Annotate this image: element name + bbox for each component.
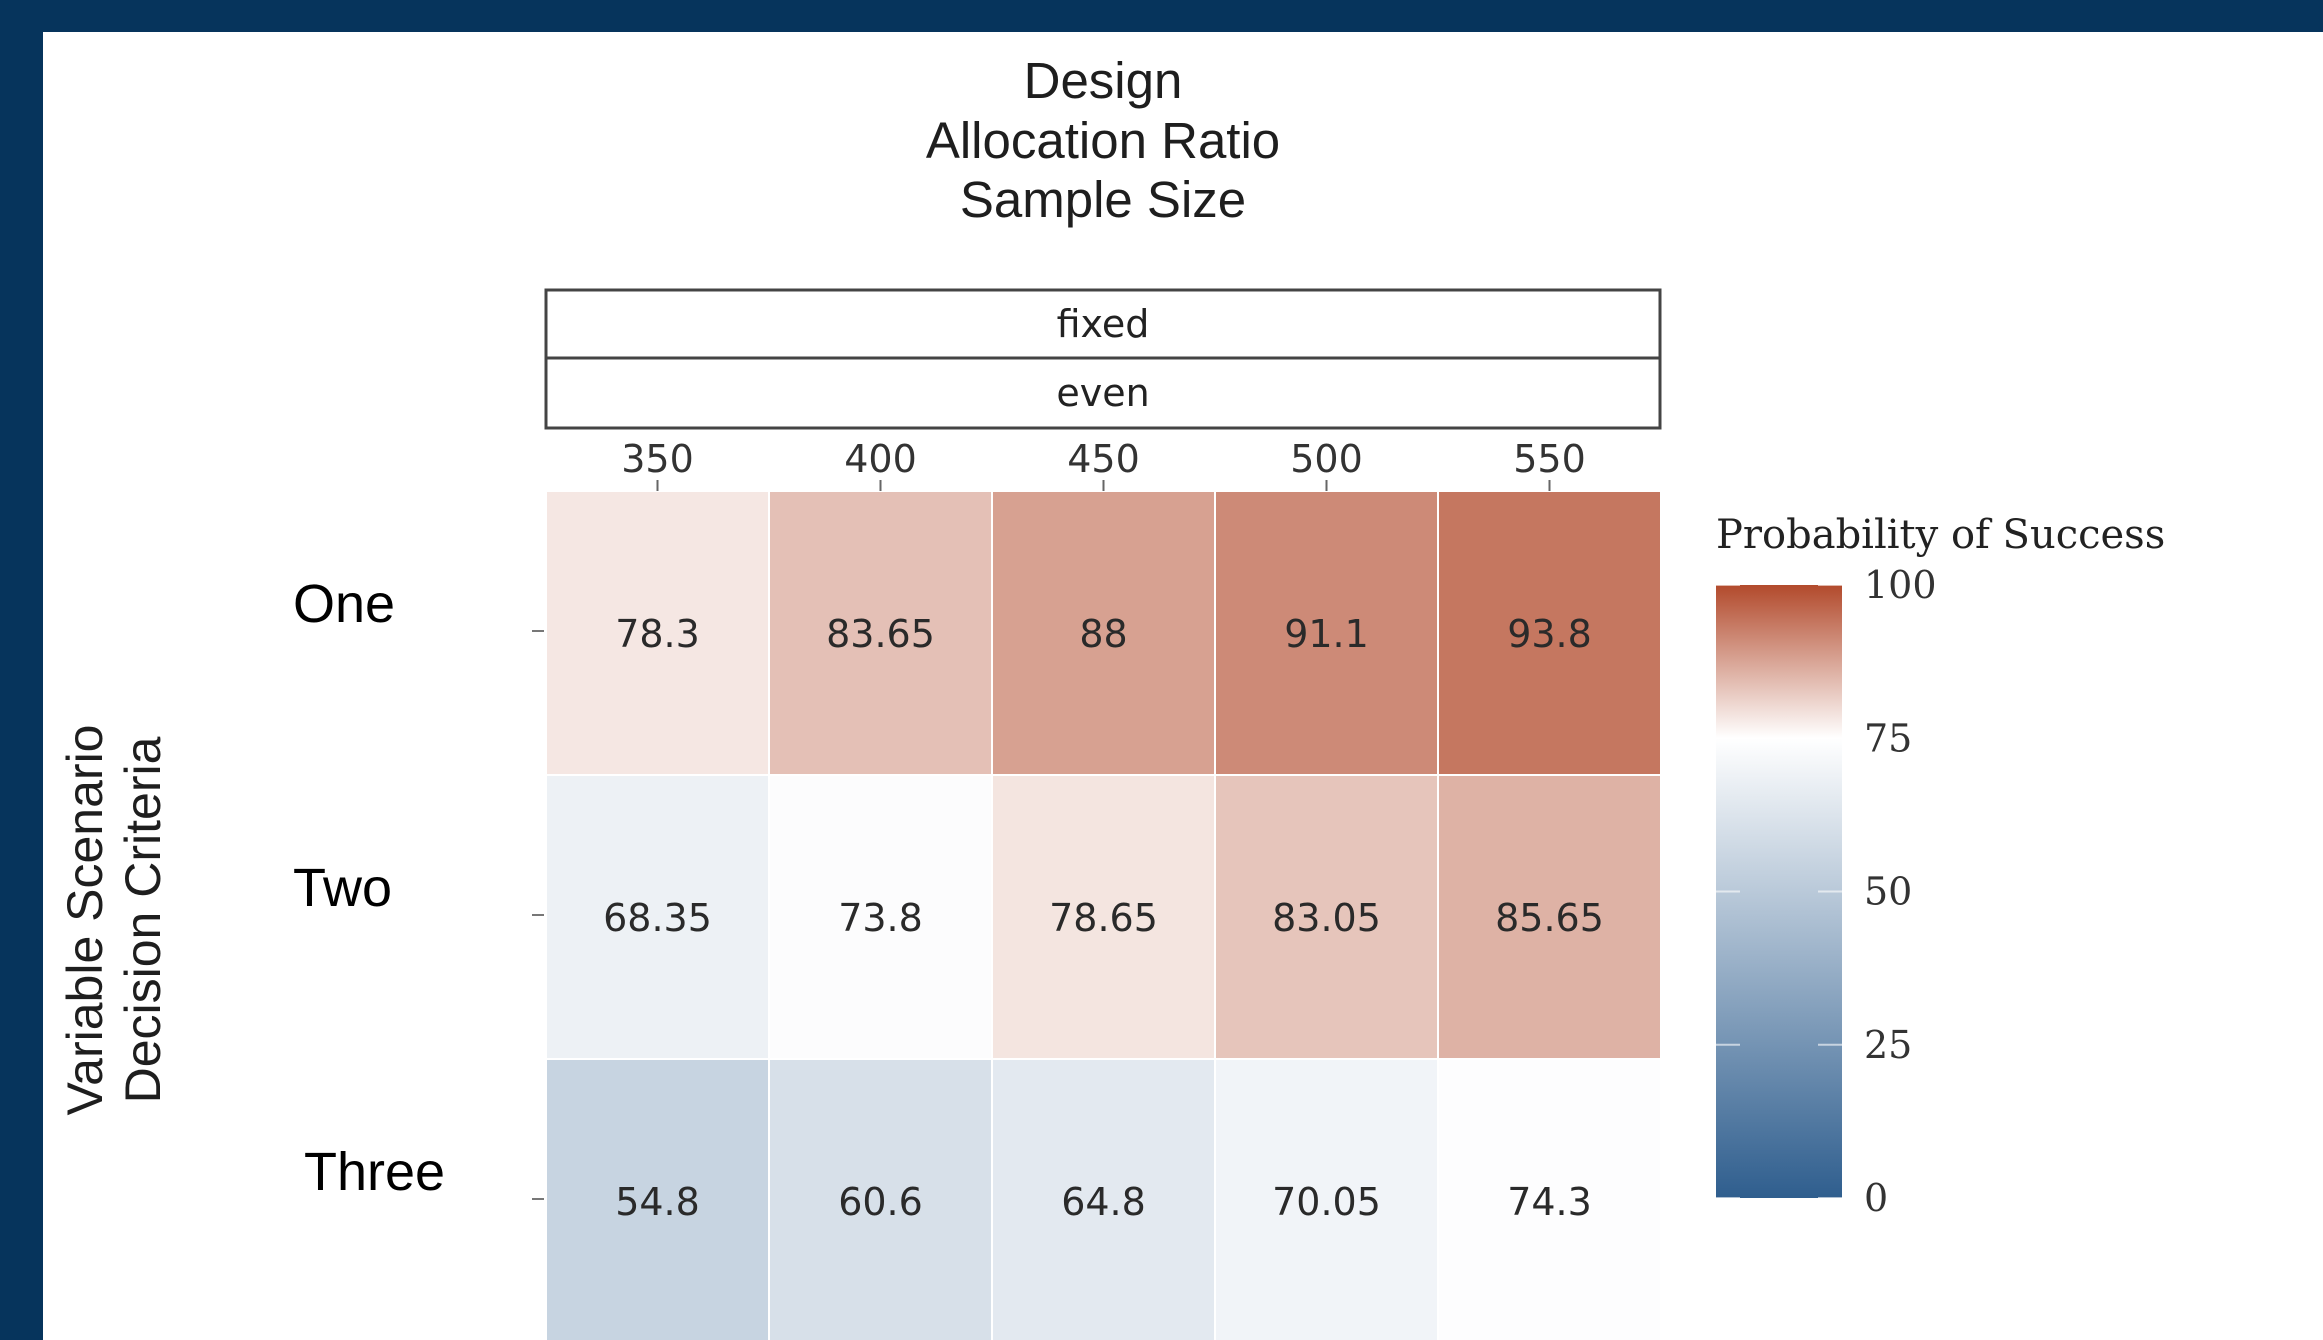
heatmap-cell <box>1439 776 1660 1058</box>
facet-strip-fixed: fixed <box>544 288 1662 360</box>
heatmap-cell <box>547 1060 768 1340</box>
y-tick-label: Two <box>293 858 392 918</box>
heatmap-cell <box>547 776 768 1058</box>
x-tick-label: 350 <box>621 437 694 481</box>
cell-value-label: 83.65 <box>826 612 935 656</box>
strip-label-fixed: fixed <box>1057 302 1150 346</box>
legend-ticks: 100 75 50 25 0 <box>1716 563 1937 1220</box>
heatmap-cell <box>770 776 991 1058</box>
cell-value-label: 78.65 <box>1049 896 1158 940</box>
heatmap-cell <box>1216 492 1437 774</box>
cell-value-label: 88 <box>1079 612 1127 656</box>
heatmap-cell <box>1216 1060 1437 1340</box>
chart-title: Design Allocation Ratio Sample Size <box>926 52 1280 228</box>
legend-tick-label: 25 <box>1864 1023 1912 1067</box>
x-tick-label: 500 <box>1290 437 1363 481</box>
y-tick-label: One <box>293 574 395 634</box>
y-tick-label: Three <box>304 1142 445 1202</box>
title-line-2: Allocation Ratio <box>926 112 1280 169</box>
y-axis-label-line-1: Variable Scenario <box>57 725 113 1116</box>
x-axis-ticks: 350 400 450 500 550 <box>621 437 1586 491</box>
cell-value-label: 54.8 <box>615 1180 700 1224</box>
facet-strip-even: even <box>544 356 1662 430</box>
cell-value-label: 70.05 <box>1272 1180 1381 1224</box>
x-tick-label: 550 <box>1513 437 1586 481</box>
y-axis-label: Variable Scenario Decision Criteria <box>57 725 171 1116</box>
heatmap-cell <box>993 1060 1214 1340</box>
cell-value-label: 78.3 <box>615 612 700 656</box>
cell-value-label: 91.1 <box>1284 612 1369 656</box>
cell-value-label: 85.65 <box>1495 896 1604 940</box>
legend-tick-label: 75 <box>1864 716 1912 760</box>
cell-value-label: 93.8 <box>1507 612 1592 656</box>
legend-tick-label: 100 <box>1864 563 1937 607</box>
heatmap-cell <box>1439 1060 1660 1340</box>
x-tick-label: 450 <box>1067 437 1140 481</box>
legend: Probability of Success 100 75 50 25 0 <box>1716 512 2165 1220</box>
legend-tick-label: 50 <box>1864 870 1912 914</box>
title-line-3: Sample Size <box>960 171 1246 228</box>
cell-value-label: 83.05 <box>1272 896 1381 940</box>
cell-value-label: 73.8 <box>838 896 923 940</box>
cell-value-label: 60.6 <box>838 1180 923 1224</box>
title-line-1: Design <box>1024 52 1183 109</box>
y-axis-ticks: One Two Three <box>293 574 544 1202</box>
strip-label-even: even <box>1056 371 1149 415</box>
heatmap-cell <box>770 1060 991 1340</box>
cell-value-label: 74.3 <box>1507 1180 1592 1224</box>
cell-value-label: 68.35 <box>603 896 712 940</box>
legend-tick-label: 0 <box>1864 1176 1888 1220</box>
heatmap-cell <box>1216 776 1437 1058</box>
heatmap-cell <box>770 492 991 774</box>
heatmap-cell <box>993 776 1214 1058</box>
heatmap-cell <box>993 492 1214 774</box>
heatmap-cell <box>547 492 768 774</box>
heatmap-cell <box>1439 492 1660 774</box>
cell-value-label: 64.8 <box>1061 1180 1146 1224</box>
x-tick-label: 400 <box>844 437 917 481</box>
heatmap-cells: 78.3 83.65 88 91.1 93.8 68.35 73.8 78.65 83.05 85… <box>547 492 1660 1340</box>
y-axis-label-line-2: Decision Criteria <box>115 736 171 1103</box>
legend-title: Probability of Success <box>1716 512 2165 558</box>
